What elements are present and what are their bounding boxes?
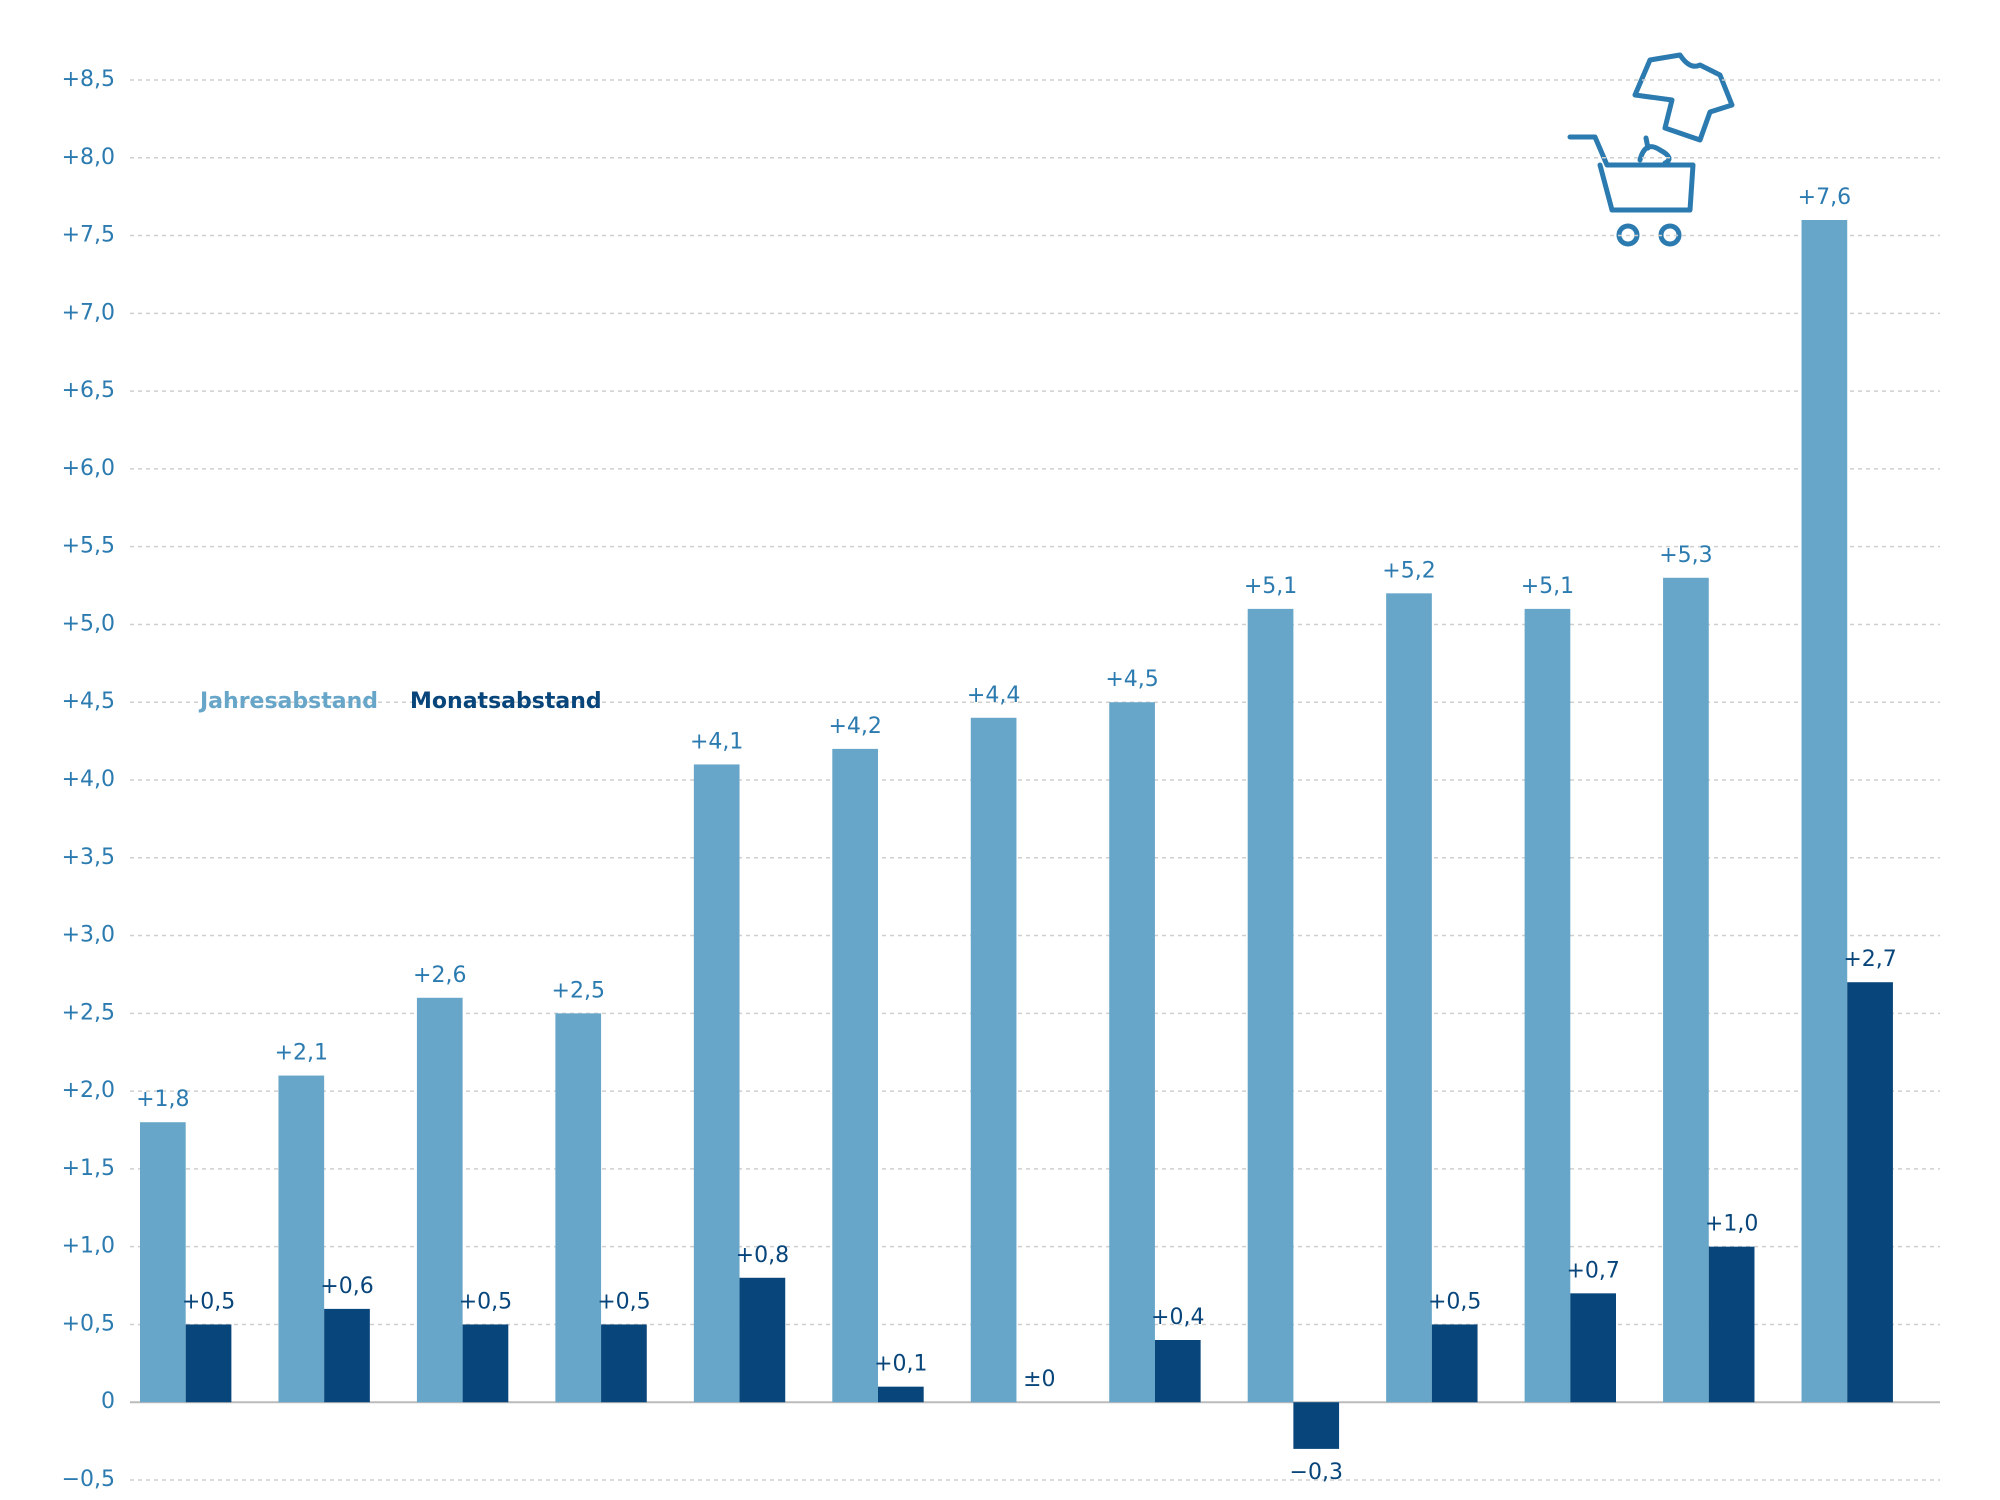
bar bbox=[555, 1013, 602, 1403]
value-label: +0,5 bbox=[459, 1289, 512, 1314]
bar bbox=[324, 1308, 370, 1403]
bar bbox=[1570, 1293, 1616, 1403]
y-tick-label: +2,0 bbox=[62, 1078, 115, 1103]
y-tick-label: 0 bbox=[101, 1389, 115, 1414]
bar bbox=[1663, 577, 1709, 1403]
bar bbox=[693, 764, 740, 1403]
y-tick-label: +5,0 bbox=[62, 611, 115, 636]
value-label: −0,3 bbox=[1290, 1460, 1343, 1485]
bar bbox=[1293, 1402, 1340, 1449]
y-tick-label: +2,5 bbox=[62, 1000, 115, 1025]
bar bbox=[462, 1324, 509, 1403]
value-label: +4,2 bbox=[828, 714, 881, 739]
bar bbox=[1247, 608, 1294, 1403]
bar bbox=[416, 997, 463, 1403]
value-label: +4,1 bbox=[690, 729, 743, 754]
value-label: +1,8 bbox=[136, 1087, 189, 1112]
bar bbox=[278, 1075, 325, 1403]
bar bbox=[970, 717, 1017, 1403]
value-label: +5,1 bbox=[1521, 574, 1574, 599]
y-tick-label: +7,5 bbox=[62, 223, 115, 248]
bar bbox=[1431, 1324, 1478, 1403]
bar bbox=[1708, 1246, 1755, 1403]
y-tick-label: −0,5 bbox=[62, 1467, 115, 1492]
bar bbox=[832, 748, 878, 1403]
bar bbox=[1386, 593, 1432, 1403]
value-label: +0,5 bbox=[182, 1289, 235, 1314]
y-tick-label: +4,5 bbox=[62, 689, 115, 714]
value-label: +0,6 bbox=[320, 1274, 373, 1299]
bar bbox=[1524, 608, 1571, 1403]
bar bbox=[1109, 702, 1155, 1403]
legend-entry: Jahresabstand bbox=[198, 689, 378, 714]
y-tick-label: +8,5 bbox=[62, 67, 115, 92]
y-tick-label: +0,5 bbox=[62, 1311, 115, 1336]
y-tick-label: +8,0 bbox=[62, 145, 115, 170]
value-label: +0,1 bbox=[874, 1352, 927, 1377]
y-tick-label: +1,5 bbox=[62, 1156, 115, 1181]
value-label: +1,0 bbox=[1705, 1212, 1758, 1237]
bar bbox=[1154, 1340, 1201, 1403]
value-label: +4,4 bbox=[967, 683, 1020, 708]
y-tick-label: +7,0 bbox=[62, 300, 115, 325]
bar bbox=[1801, 220, 1848, 1403]
y-tick-label: +5,5 bbox=[62, 534, 115, 559]
value-label: +0,8 bbox=[736, 1243, 789, 1268]
bar bbox=[140, 1122, 186, 1403]
shopping-icon bbox=[1567, 52, 1735, 247]
y-tick-label: +6,5 bbox=[62, 378, 115, 403]
legend-entry: Monatsabstand bbox=[410, 689, 602, 714]
y-tick-label: +3,0 bbox=[62, 923, 115, 948]
value-label: +0,5 bbox=[1428, 1289, 1481, 1314]
value-label: +0,4 bbox=[1151, 1305, 1204, 1330]
bar bbox=[739, 1277, 786, 1403]
value-label: +2,5 bbox=[552, 978, 605, 1003]
value-label: +4,5 bbox=[1105, 667, 1158, 692]
y-tick-label: +1,0 bbox=[62, 1234, 115, 1259]
value-label: +2,1 bbox=[275, 1041, 328, 1066]
value-label: +5,1 bbox=[1244, 574, 1297, 599]
y-tick-label: +3,5 bbox=[62, 845, 115, 870]
bar bbox=[601, 1324, 647, 1403]
value-label: +0,5 bbox=[597, 1289, 650, 1314]
value-label: +2,6 bbox=[413, 963, 466, 988]
value-label: +0,7 bbox=[1566, 1258, 1619, 1283]
value-label: ±0 bbox=[1023, 1367, 1055, 1392]
value-label: +5,3 bbox=[1659, 543, 1712, 568]
bar bbox=[878, 1386, 924, 1403]
y-tick-label: +4,0 bbox=[62, 767, 115, 792]
value-label: +5,2 bbox=[1382, 558, 1435, 583]
bar bbox=[185, 1324, 232, 1403]
value-label: +2,7 bbox=[1843, 947, 1896, 972]
value-label: +7,6 bbox=[1798, 185, 1851, 210]
y-tick-label: +6,0 bbox=[62, 456, 115, 481]
bar bbox=[1847, 982, 1893, 1403]
